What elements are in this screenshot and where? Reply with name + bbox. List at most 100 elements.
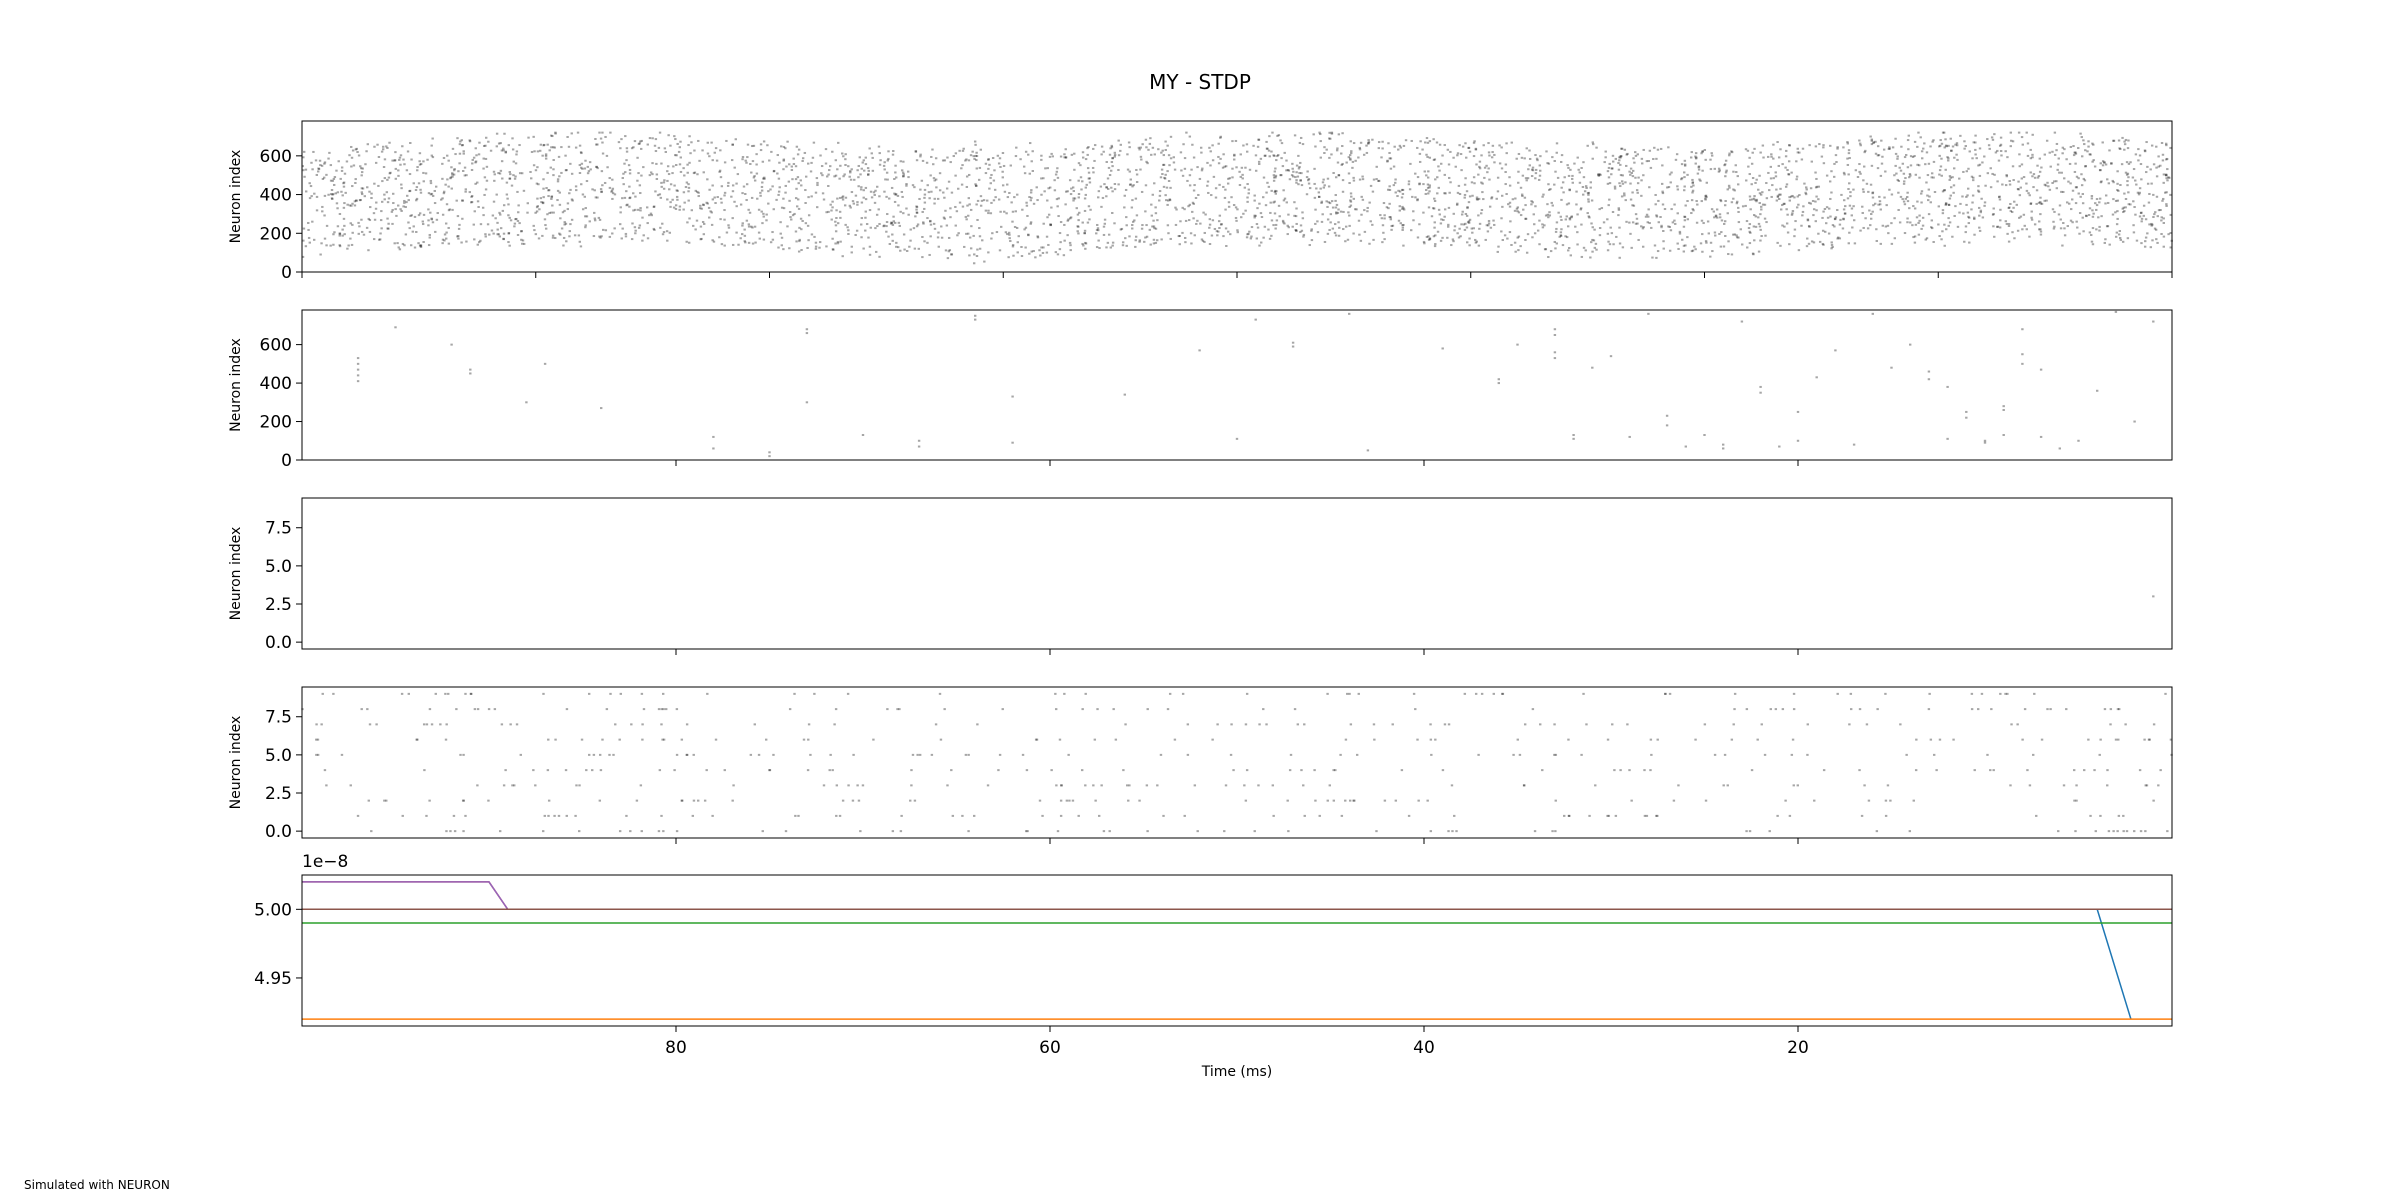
- spike-marker: [1194, 196, 1198, 199]
- spike-marker: [1748, 830, 1752, 833]
- spike-marker: [636, 156, 639, 159]
- spike-marker: [1647, 215, 1650, 218]
- spike-marker: [1654, 193, 1657, 196]
- spike-marker: [1186, 753, 1190, 756]
- spike-marker: [833, 175, 836, 178]
- spike-marker: [2162, 181, 2165, 184]
- spike-marker: [887, 150, 890, 153]
- spike-marker: [797, 814, 800, 817]
- spike-marker: [1011, 220, 1014, 223]
- spike-marker: [634, 208, 637, 211]
- spike-marker: [446, 178, 449, 181]
- spike-marker: [986, 784, 990, 787]
- spike-marker: [564, 169, 568, 172]
- spike-marker: [2073, 170, 2077, 173]
- spike-marker: [1280, 174, 1283, 177]
- spike-marker: [1707, 232, 1710, 235]
- spike-marker: [1649, 769, 1652, 772]
- spike-marker: [1456, 152, 1460, 155]
- spike-marker: [857, 164, 860, 167]
- spike-marker: [2019, 186, 2022, 189]
- spike-marker: [1778, 198, 1781, 201]
- spike-marker: [1243, 784, 1246, 787]
- spike-marker: [2129, 203, 2132, 206]
- spike-marker: [1055, 784, 1058, 787]
- spike-marker: [1084, 247, 1087, 250]
- spike-marker: [1330, 153, 1333, 156]
- spike-marker: [2057, 157, 2060, 160]
- spike-marker: [822, 784, 826, 787]
- spike-marker: [1348, 312, 1351, 315]
- spike-marker: [1461, 210, 1464, 213]
- spike-marker: [1626, 723, 1629, 726]
- spike-marker: [1840, 193, 1843, 196]
- spike-marker: [757, 753, 761, 756]
- spike-marker: [807, 738, 810, 741]
- spike-marker: [1460, 223, 1463, 226]
- spike-marker: [1677, 247, 1680, 250]
- spike-marker: [976, 199, 980, 202]
- spike-marker: [1447, 206, 1451, 209]
- spike-marker: [544, 224, 547, 227]
- spike-marker: [1564, 235, 1567, 238]
- spike-marker: [1598, 234, 1602, 237]
- spike-marker: [565, 240, 568, 243]
- spike-marker: [2039, 233, 2043, 236]
- spike-marker: [2111, 213, 2115, 216]
- spike-marker: [1131, 185, 1134, 188]
- spike-marker: [976, 248, 979, 251]
- spike-marker: [639, 784, 643, 787]
- spike-marker: [779, 232, 782, 235]
- spike-marker: [809, 753, 812, 756]
- spike-marker: [2017, 188, 2020, 191]
- spike-marker: [2132, 224, 2135, 227]
- spike-marker: [1166, 203, 1169, 206]
- spike-marker: [1938, 145, 1941, 148]
- spike-marker: [533, 150, 536, 153]
- spike-marker: [1826, 216, 1830, 219]
- spike-marker: [1328, 228, 1331, 231]
- spike-marker: [1535, 157, 1539, 160]
- spike-marker: [967, 753, 970, 756]
- spike-marker: [1998, 144, 2002, 147]
- spike-marker: [836, 168, 839, 171]
- spike-marker: [896, 194, 900, 197]
- spike-marker: [2140, 220, 2143, 223]
- spike-marker: [1762, 156, 1765, 159]
- spike-marker: [672, 206, 676, 209]
- spike-marker: [403, 199, 406, 202]
- spike-marker: [1219, 157, 1222, 160]
- spike-marker: [2039, 230, 2043, 233]
- spike-marker: [1392, 184, 1396, 187]
- spike-marker: [1977, 190, 1981, 193]
- spike-marker: [943, 159, 947, 162]
- spike-marker: [1569, 168, 1572, 171]
- spike-marker: [1709, 168, 1713, 171]
- spike-marker: [814, 191, 818, 194]
- spike-marker: [1996, 225, 1999, 228]
- spike-marker: [1582, 193, 1585, 196]
- y-tick-label: 400: [260, 374, 292, 394]
- spike-marker: [1983, 155, 1986, 158]
- spike-marker: [1103, 183, 1106, 186]
- spike-marker: [1272, 176, 1276, 179]
- spike-marker: [1527, 168, 1530, 171]
- spike-marker: [1602, 221, 1606, 224]
- spike-marker: [1713, 167, 1716, 170]
- spike-marker: [1357, 692, 1360, 695]
- spike-marker: [1464, 177, 1467, 180]
- spike-marker: [589, 168, 592, 171]
- spike-marker: [1786, 213, 1789, 216]
- spike-marker: [1765, 197, 1769, 200]
- spike-marker: [1748, 156, 1751, 159]
- spike-marker: [2114, 310, 2118, 313]
- spike-marker: [2102, 161, 2106, 164]
- spike-marker: [1346, 238, 1350, 241]
- spike-marker: [1815, 177, 1818, 180]
- spike-marker: [1255, 223, 1259, 226]
- spike-marker: [2093, 769, 2096, 772]
- spike-marker: [733, 166, 736, 169]
- spike-marker: [1930, 226, 1933, 229]
- spike-marker: [1835, 161, 1838, 164]
